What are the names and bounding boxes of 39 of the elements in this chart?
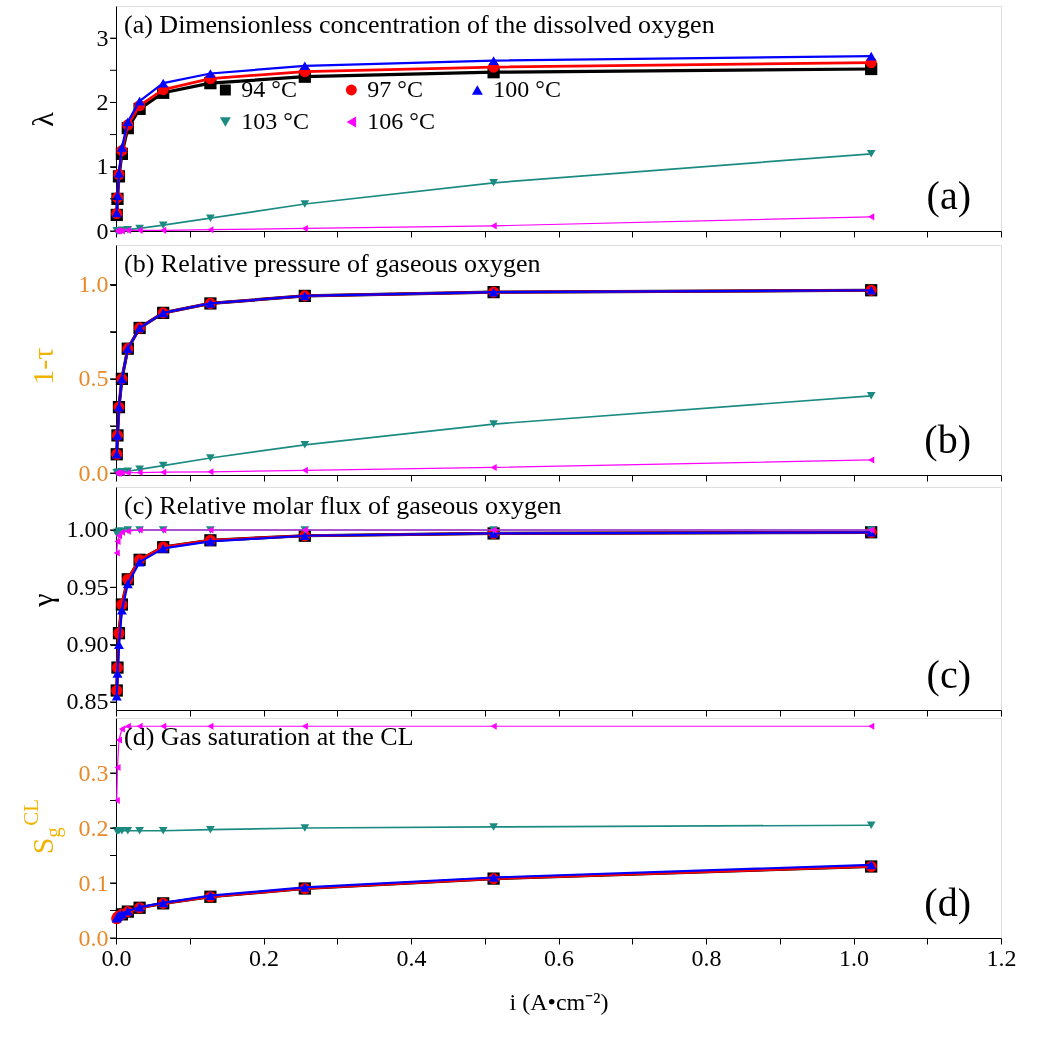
y-axis-title: 1-τ xyxy=(26,347,59,385)
y-tick-label: 1 xyxy=(96,153,109,180)
y-tick-label: 0.85 xyxy=(66,688,109,715)
y-axis-title: SgCL xyxy=(19,798,65,855)
y-tick-label: 0.5 xyxy=(78,365,109,392)
x-tick-label: 0.2 xyxy=(249,944,279,971)
y-tick-label: 2 xyxy=(96,88,109,115)
y-tick-label: 0.0 xyxy=(78,924,109,951)
annotation: (a) xyxy=(926,173,971,218)
x-axis-title: i (A•cm⁻²) xyxy=(509,988,609,1015)
legend-label: 106 °C xyxy=(367,108,435,134)
y-tick-label: 0.90 xyxy=(66,631,109,658)
annotation: (a) Dimensionless concentration of the dissolved oxygen xyxy=(124,10,715,39)
annotation: (b) xyxy=(924,417,971,462)
y-tick-label: 1.00 xyxy=(66,516,109,543)
x-tick-label: 1.2 xyxy=(986,944,1017,971)
annotation: (d) xyxy=(924,880,971,925)
y-tick-label: 0.0 xyxy=(78,459,109,486)
y-axis-title: λ xyxy=(26,111,59,127)
x-tick-label: 0.4 xyxy=(396,944,427,971)
annotation: (c) Relative molar flux of gaseous oxygen xyxy=(124,491,562,520)
y-tick-label: 0.2 xyxy=(78,814,109,841)
legend-label: 103 °C xyxy=(241,108,309,134)
x-tick-label: 1.0 xyxy=(839,944,869,971)
x-tick-label: 0.8 xyxy=(691,944,722,971)
y-tick-label: 0.1 xyxy=(78,869,109,896)
annotation: (d) Gas saturation at the CL xyxy=(124,722,414,751)
x-tick-label: 0.6 xyxy=(544,944,574,971)
y-tick-label: 1.0 xyxy=(78,271,109,298)
y-axis-title: γ xyxy=(26,593,59,608)
legend-label: 97 °C xyxy=(367,76,423,102)
legend-label: 100 °C xyxy=(493,76,561,102)
y-tick-label: 0.95 xyxy=(66,573,109,600)
y-tick-label: 0 xyxy=(96,217,109,244)
annotation: (b) Relative pressure of gaseous oxygen xyxy=(124,249,541,278)
y-tick-label: 0.3 xyxy=(78,759,109,786)
legend-label: 94 °C xyxy=(241,76,297,102)
y-tick-label: 3 xyxy=(96,24,109,51)
annotation: (c) xyxy=(926,652,971,697)
